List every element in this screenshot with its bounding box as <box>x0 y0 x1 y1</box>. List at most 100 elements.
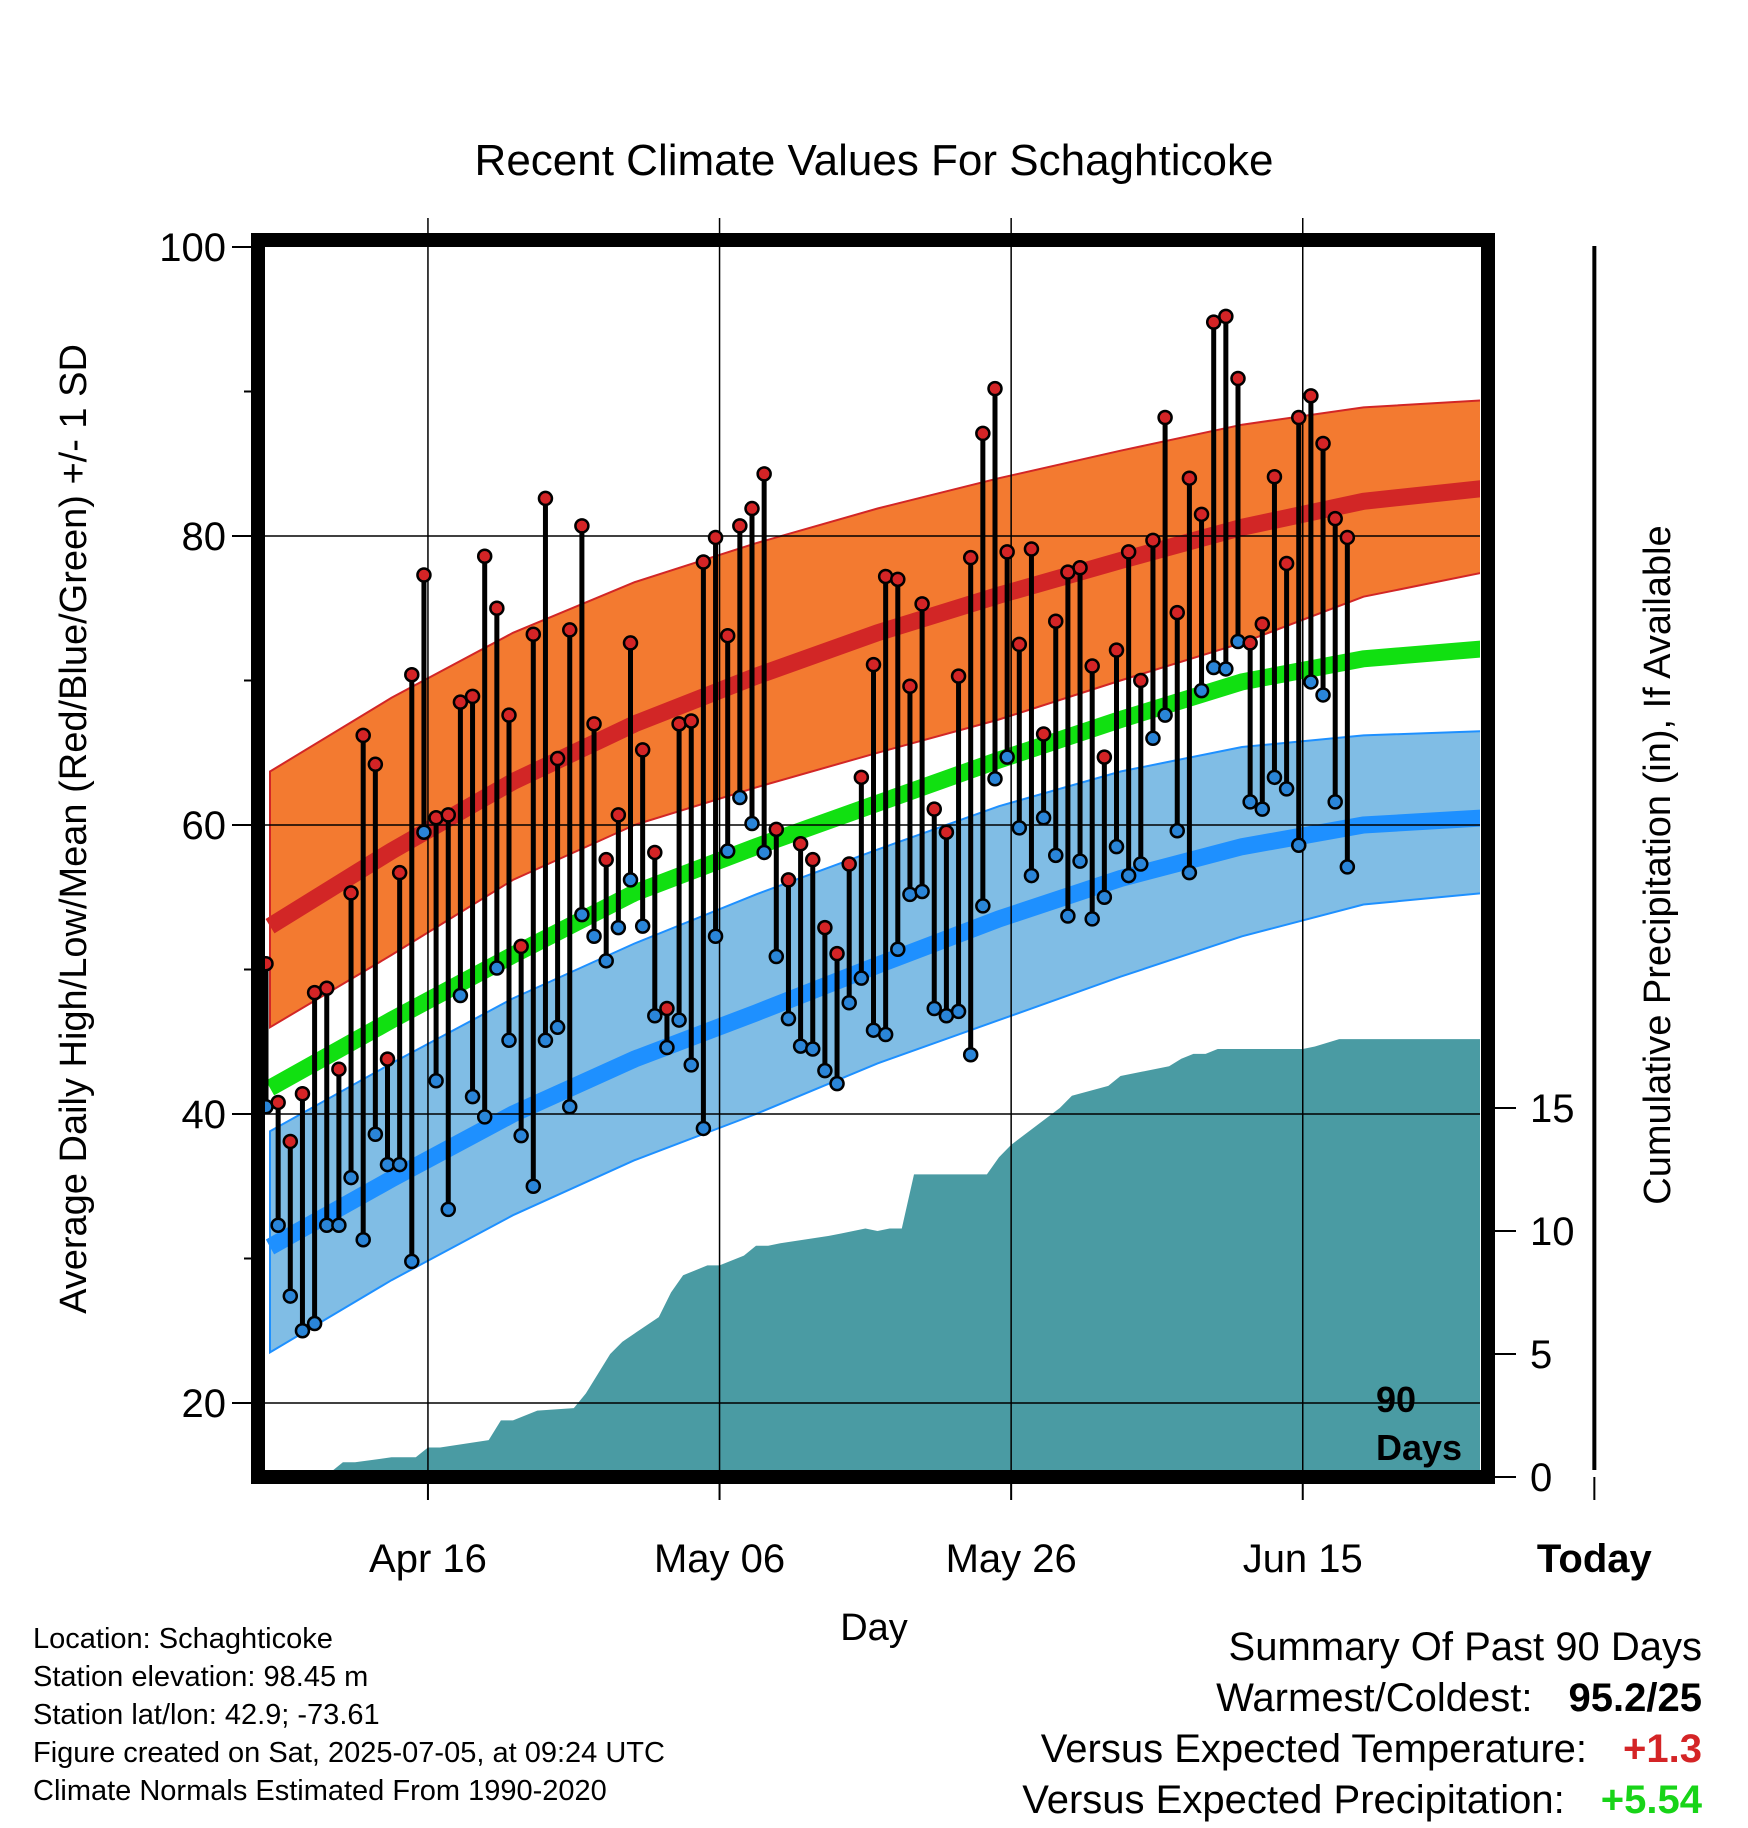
low-point <box>1084 911 1100 927</box>
low-point <box>732 789 748 806</box>
high-point <box>938 824 955 840</box>
high-point <box>586 716 602 732</box>
low-point <box>902 886 918 903</box>
y2-axis-label: Cumulative Precipitation (in), If Availa… <box>1637 525 1679 1204</box>
high-point <box>452 694 469 710</box>
low-point <box>695 1120 712 1137</box>
low-point <box>1035 810 1052 826</box>
high-point <box>647 844 663 861</box>
low-point <box>1120 867 1137 884</box>
precip-area <box>270 1039 1480 1470</box>
low-point <box>270 1217 286 1234</box>
low-point <box>841 994 857 1011</box>
chart-title: Recent Climate Values For Schaghticoke <box>475 136 1274 185</box>
low-point <box>1169 823 1185 839</box>
high-point <box>1023 541 1040 557</box>
low-point <box>975 898 991 914</box>
high-point <box>1035 726 1052 742</box>
high-point <box>865 656 882 673</box>
low-point <box>1048 847 1064 864</box>
low-point <box>792 1038 809 1054</box>
high-point <box>440 807 456 823</box>
low-point <box>367 1126 384 1142</box>
today-marker-label: Days <box>1376 1427 1462 1468</box>
low-point <box>780 1010 797 1027</box>
low-point <box>574 906 590 923</box>
high-point <box>343 885 359 901</box>
low-point <box>1242 794 1258 810</box>
low-point <box>1011 820 1028 836</box>
info-latlon: Station lat/lon: 42.9; -73.61 <box>33 1699 380 1731</box>
high-point <box>1120 544 1137 560</box>
high-point <box>695 554 712 570</box>
today-marker-label: 90 <box>1376 1379 1416 1420</box>
low-point <box>391 1156 408 1173</box>
low-point <box>719 843 736 859</box>
low-point <box>853 970 870 986</box>
high-point <box>926 801 942 817</box>
high-point <box>562 622 578 638</box>
x-tick-label: Jun 15 <box>1243 1537 1363 1581</box>
low-point <box>1133 856 1149 872</box>
low-point <box>1266 769 1283 786</box>
low-point <box>1157 707 1173 723</box>
low-point <box>987 771 1003 787</box>
high-point <box>489 600 505 616</box>
plot-border <box>251 233 1495 1484</box>
high-point <box>1011 636 1028 653</box>
precip-area-fill <box>270 1039 1480 1470</box>
low-point <box>1072 853 1088 869</box>
high-point <box>319 980 335 997</box>
low-point <box>999 749 1015 765</box>
y2-tick-label: 15 <box>1530 1087 1575 1131</box>
low-point <box>610 919 627 936</box>
low-point <box>501 1032 517 1049</box>
low-point <box>489 960 505 976</box>
low-point <box>452 987 469 1004</box>
low-point <box>537 1032 554 1049</box>
low-point <box>926 1000 942 1017</box>
y-axis-label: Average Daily High/Low/Mean (Red/Blue/Gr… <box>53 344 95 1314</box>
daily-points <box>265 308 1356 1339</box>
high-point <box>1205 314 1222 330</box>
high-point <box>1315 435 1331 452</box>
high-point <box>331 1061 347 1077</box>
low-point <box>877 1026 894 1043</box>
low-point <box>647 1007 663 1024</box>
high-point <box>732 518 748 534</box>
high-point <box>768 821 785 838</box>
high-point <box>1096 749 1113 765</box>
low-point <box>1145 730 1161 747</box>
y-tick-label: 80 <box>182 515 227 559</box>
low-point <box>756 844 772 861</box>
high-point <box>1278 555 1295 572</box>
high-point <box>598 851 614 868</box>
high-point <box>537 490 554 507</box>
low-point <box>1060 908 1076 924</box>
low-point <box>1108 838 1125 855</box>
y-tick-label: 60 <box>182 804 227 848</box>
low-point <box>1327 794 1343 810</box>
info-normals: Climate Normals Estimated From 1990-2020 <box>33 1775 607 1807</box>
low-point <box>683 1057 699 1073</box>
high-point <box>902 678 918 695</box>
low-point <box>440 1201 456 1218</box>
low-point <box>829 1075 845 1092</box>
low-point <box>562 1099 578 1115</box>
low-point <box>428 1073 444 1089</box>
high-point <box>756 466 772 482</box>
high-point <box>1157 409 1173 426</box>
low-normal-line <box>265 809 1480 1255</box>
low-point <box>805 1041 821 1057</box>
high-point <box>1145 532 1161 549</box>
x-tick-label: Apr 16 <box>369 1537 487 1581</box>
high-point <box>744 500 760 517</box>
low-point <box>525 1178 542 1194</box>
high-point <box>683 713 699 729</box>
high-point <box>1230 370 1246 387</box>
high-point <box>780 872 797 888</box>
high-point <box>792 836 809 852</box>
low-point <box>306 1315 323 1332</box>
high-point <box>1218 308 1234 325</box>
high-point <box>659 1000 675 1017</box>
